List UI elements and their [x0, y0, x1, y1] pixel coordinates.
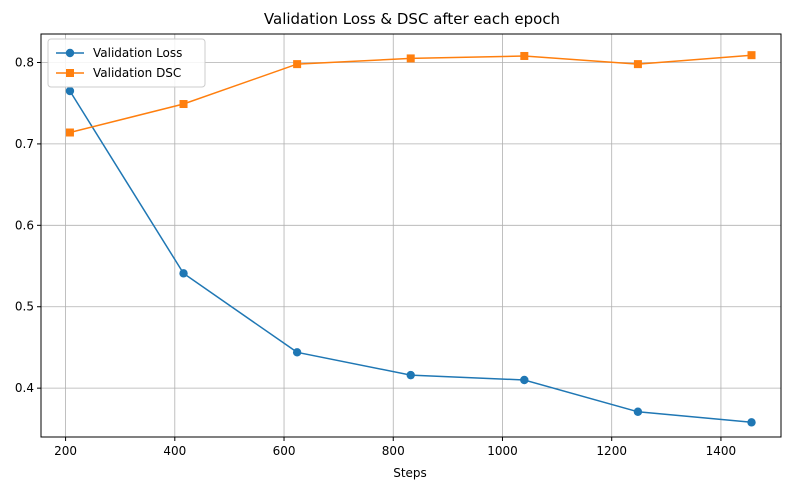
y-tick-label: 0.8: [15, 55, 34, 69]
x-tick-label: 400: [163, 444, 186, 458]
data-point: [293, 60, 302, 69]
plot-area-frame: [40, 33, 782, 438]
legend-marker: [66, 69, 74, 77]
legend-marker: [65, 48, 75, 58]
x-tick-label: 800: [382, 444, 405, 458]
legend: Validation Loss Validation DSC: [47, 38, 206, 88]
x-tick-label: 1000: [487, 444, 518, 458]
x-tick-label: 1400: [706, 444, 737, 458]
y-tick-label: 0.7: [15, 137, 34, 151]
legend-label: Validation DSC: [93, 66, 181, 80]
y-tick-label: 0.4: [15, 381, 34, 395]
data-series: [65, 51, 756, 427]
data-point: [65, 86, 75, 96]
data-point: [65, 128, 74, 137]
series-validation-loss: [65, 86, 756, 427]
data-point: [292, 348, 302, 357]
legend-entry: Validation DSC: [56, 66, 181, 80]
x-tick-label: 1200: [596, 444, 627, 458]
data-point: [633, 60, 642, 69]
data-point: [406, 54, 415, 63]
x-tick-label: 600: [273, 444, 296, 458]
legend-label: Validation Loss: [93, 46, 182, 60]
x-axis-label: Steps: [393, 466, 427, 480]
data-point: [520, 375, 529, 385]
data-point: [179, 100, 188, 109]
data-point: [747, 51, 756, 60]
data-point: [406, 370, 415, 380]
series-validation-dsc: [65, 51, 756, 137]
data-point: [747, 418, 756, 427]
data-point: [520, 51, 529, 60]
data-point: [633, 407, 643, 416]
x-tick-label: 200: [54, 444, 77, 458]
chart-title: Validation Loss & DSC after each epoch: [264, 10, 560, 28]
axis-ticks: 200 400 600 800 1000 1200 1400 0.4 0.5 0.6 0.7 0.8: [15, 55, 736, 458]
y-tick-label: 0.5: [15, 300, 34, 314]
legend-entry: Validation Loss: [56, 46, 182, 60]
y-tick-label: 0.6: [15, 218, 34, 232]
data-point: [179, 269, 188, 278]
legend-box: [47, 38, 206, 88]
